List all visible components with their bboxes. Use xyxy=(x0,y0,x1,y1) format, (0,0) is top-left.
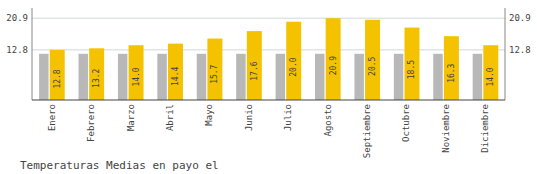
chart: 12.8 13.2 14.0 14.4 15.7 17.6 20.0 20.9 20.5 18.5… xyxy=(0,0,537,174)
grid xyxy=(32,18,505,50)
bar xyxy=(354,54,363,100)
bar xyxy=(315,54,324,100)
x-axis-line xyxy=(32,99,505,100)
data-label: 12.8 xyxy=(53,69,62,88)
data-label: 20.9 xyxy=(329,56,338,75)
y-tick-label: 20.9 xyxy=(6,13,28,23)
bar xyxy=(473,54,482,100)
x-tick-label: Abril xyxy=(165,104,175,131)
x-tick-label: Julio xyxy=(283,104,293,131)
bar xyxy=(236,54,245,100)
data-labels: 12.8 13.2 14.0 14.4 15.7 17.6 20.0 20.9 20.5 18.5… xyxy=(53,56,496,89)
bars xyxy=(39,18,498,100)
x-tick-label: Enero xyxy=(47,104,57,131)
grid-line xyxy=(32,18,505,19)
data-label: 14.0 xyxy=(486,67,495,86)
bar xyxy=(483,45,498,100)
bar xyxy=(276,54,285,100)
y2-axis: 12.8 20.9 xyxy=(509,13,531,55)
bar xyxy=(157,54,166,100)
bar xyxy=(129,45,144,100)
bar xyxy=(207,39,222,100)
bar xyxy=(118,54,127,100)
y-tick-label: 12.8 xyxy=(6,45,28,55)
x-tick-label: Febrero xyxy=(86,104,96,142)
data-label: 14.0 xyxy=(132,67,141,86)
bar xyxy=(197,54,206,100)
data-label: 15.7 xyxy=(210,64,219,83)
bar xyxy=(79,54,88,100)
x-axis: Enero Febrero Marzo Abril Mayo Junio Julio Agos… xyxy=(47,104,491,158)
y-axis-line xyxy=(32,8,33,100)
data-label: 17.6 xyxy=(250,61,259,80)
bar xyxy=(286,22,301,100)
x-tick-label: Septiembre xyxy=(362,104,372,158)
chart-container: 12.8 13.2 14.0 14.4 15.7 17.6 20.0 20.9 20.5 18.5… xyxy=(0,0,537,174)
x-tick-label: Mayo xyxy=(204,104,214,126)
bar xyxy=(433,54,442,100)
title: Temperaturas Medias en payo el xyxy=(20,159,219,172)
x-tick-label: Agosto xyxy=(323,104,333,137)
bar xyxy=(50,50,65,100)
x-tick-label: Noviembre xyxy=(441,104,451,153)
x-tick-label: Marzo xyxy=(126,104,136,131)
y2-tick-label: 20.9 xyxy=(509,13,531,23)
bar xyxy=(365,20,380,100)
bar xyxy=(394,54,403,100)
bar xyxy=(326,18,341,100)
bar xyxy=(444,36,459,100)
bar xyxy=(404,28,419,100)
y2-tick-label: 12.8 xyxy=(509,45,531,55)
x-tick-label: Diciembre xyxy=(480,104,490,153)
bar xyxy=(39,54,48,100)
data-label: 18.5 xyxy=(407,60,416,79)
data-label: 14.4 xyxy=(171,67,180,86)
x-tick-label: Octubre xyxy=(401,104,411,142)
bar xyxy=(247,31,262,100)
bar xyxy=(168,44,183,100)
x-tick-label: Junio xyxy=(244,104,254,131)
data-label: 20.0 xyxy=(289,57,298,76)
data-label: 13.2 xyxy=(92,68,101,87)
data-label: 16.3 xyxy=(447,63,456,82)
y2-axis-line xyxy=(505,8,506,100)
bar xyxy=(89,48,104,100)
data-label: 20.5 xyxy=(368,56,377,75)
y-axis: 12.8 20.9 xyxy=(6,13,28,55)
